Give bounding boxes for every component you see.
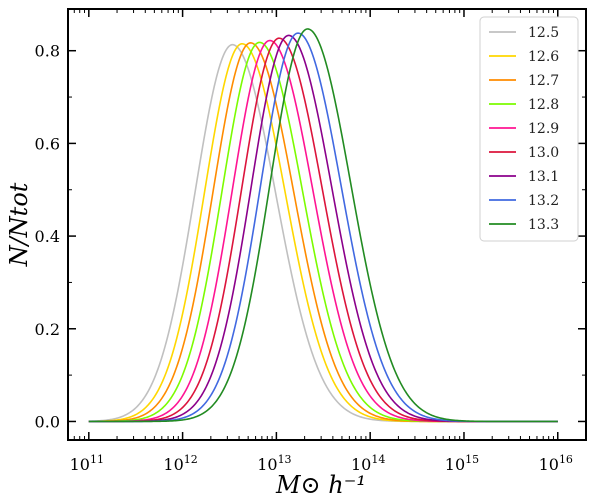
x-tick-label: 1013 — [257, 453, 291, 474]
legend-box — [479, 16, 579, 242]
x-tick-label: 1011 — [70, 453, 104, 474]
x-tick-label: 1015 — [445, 453, 479, 474]
legend-entry-label: 12.7 — [528, 73, 559, 89]
legend-entry-label: 12.5 — [528, 25, 559, 41]
legend-entry-label: 13.3 — [528, 217, 559, 233]
axes-layer: 1011 1012 1013 1014 1015 1016 0.0 0.2 0.4 0.6 0.8 — [35, 9, 587, 474]
legend-entry-label: 12.9 — [528, 121, 559, 137]
series-line-8 — [88, 28, 558, 423]
y-tick-label: 0.0 — [35, 412, 60, 431]
legend: 12.5 12.6 12.7 12.8 12.9 13.0 13.1 13.2 13.3 — [479, 16, 579, 242]
legend-entry-label: 13.2 — [528, 193, 559, 209]
x-tick-label: 1014 — [351, 453, 385, 474]
y-tick-label: 0.4 — [35, 227, 60, 246]
plot-frame — [67, 8, 587, 441]
legend-entry-label: 12.6 — [528, 49, 559, 65]
y-tick-label: 0.2 — [35, 320, 60, 339]
x-tick-label: 1016 — [539, 453, 573, 474]
legend-entry-label: 13.1 — [528, 169, 559, 185]
legend-entry-label: 12.8 — [528, 97, 559, 113]
x-axis-label: M⊙ h⁻¹ — [275, 471, 366, 499]
y-tick-label: 0.8 — [35, 42, 60, 61]
curves-layer — [88, 28, 558, 423]
y-tick-label: 0.6 — [35, 134, 60, 153]
x-tick-label: 1012 — [163, 453, 197, 474]
y-axis-label: N/Ntot — [5, 182, 33, 267]
legend-entry-label: 13.0 — [528, 145, 559, 161]
